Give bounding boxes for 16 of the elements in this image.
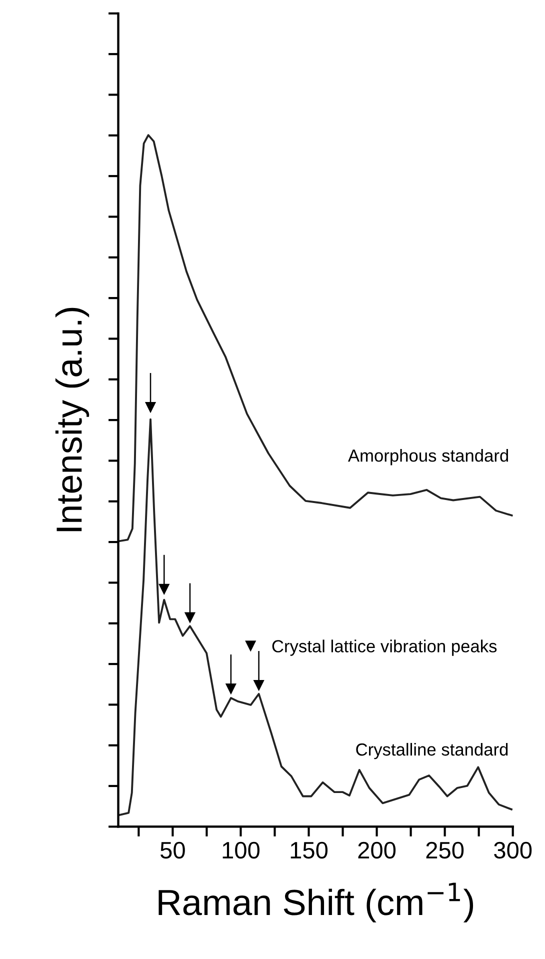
point — [184, 612, 196, 624]
point — [158, 584, 170, 596]
x-tick-label: 300 — [494, 842, 532, 859]
x-tick-label: 150 — [290, 842, 328, 859]
y-axis-title: Intensity (a.u.) — [55, 308, 90, 532]
x-tick-label: 100 — [222, 842, 260, 859]
x-tick-label: 250 — [426, 842, 464, 859]
legend-label: Crystal lattice vibration peaks — [272, 640, 497, 656]
series-label: Amorphous standard — [348, 449, 508, 466]
x-axis-title: Raman Shift (cm$^{−1}$) — [158, 882, 474, 922]
point — [253, 680, 264, 692]
point — [225, 683, 236, 695]
x-tick-label: 200 — [358, 842, 396, 859]
series-label: Crystalline standard — [356, 742, 508, 760]
x-tick-label: 50 — [160, 842, 185, 859]
point — [144, 402, 156, 414]
